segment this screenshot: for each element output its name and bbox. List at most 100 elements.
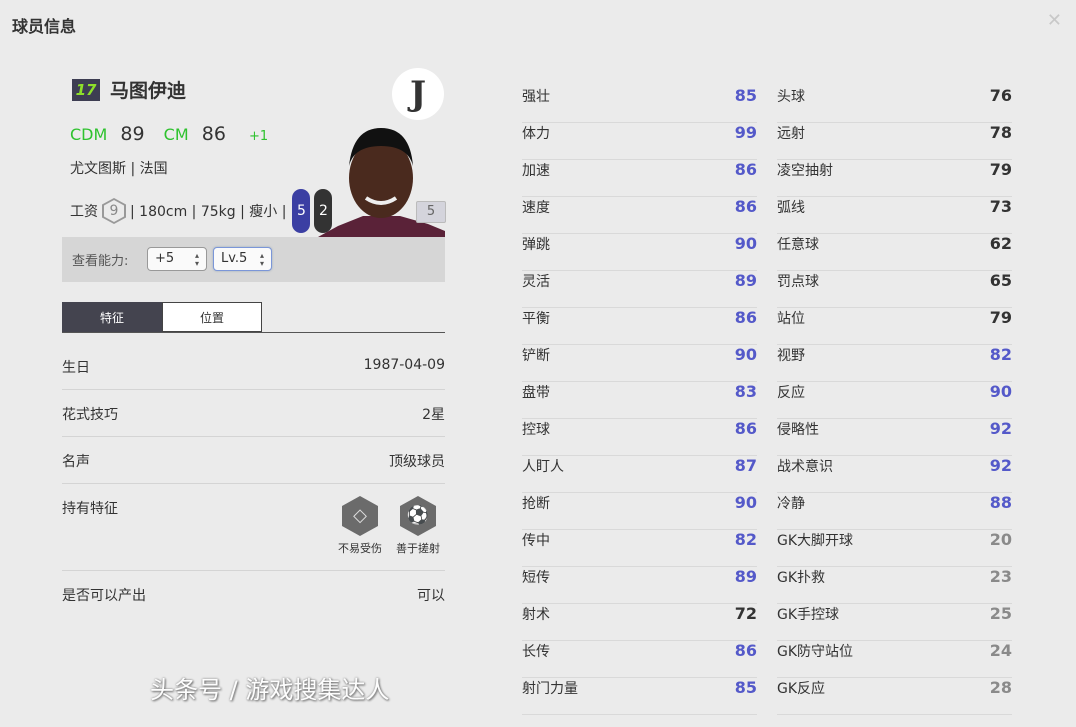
stat-row: 远射 78 (777, 123, 1012, 160)
stat-value: 89 (734, 567, 757, 586)
info-row-birthday: 生日 1987-04-09 (62, 357, 445, 390)
trait-injury-resistant: ◇ 不易受伤 (336, 496, 384, 556)
stat-name: GK防守站位 (777, 644, 854, 660)
info-value: 可以 (417, 588, 445, 604)
stat-name: 人盯人 (522, 459, 564, 475)
stat-name: 控球 (522, 422, 550, 438)
stat-value: 85 (734, 86, 757, 105)
info-row-producible: 是否可以产出 可以 (62, 585, 445, 618)
stat-row: 人盯人 87 (522, 456, 757, 493)
left-foot-icon: 5 (292, 189, 311, 233)
stat-row: 视野 82 (777, 345, 1012, 382)
stat-name: 头球 (777, 89, 805, 105)
stat-row: 侵略性 92 (777, 419, 1012, 456)
stat-row: 弹跳 90 (522, 234, 757, 271)
stat-name: 抢断 (522, 496, 550, 512)
rating-2: 86 (201, 123, 226, 145)
jersey-number: 17 (72, 79, 100, 101)
stat-value: 72 (734, 604, 757, 623)
stat-name: 盘带 (522, 385, 550, 401)
stat-name: 长传 (522, 644, 550, 660)
stat-row: 体力 99 (522, 123, 757, 160)
club-logo: J (392, 68, 444, 120)
stat-name: GK手控球 (777, 607, 840, 623)
right-foot-icon: 2 (314, 189, 333, 233)
stat-value: 24 (989, 641, 1012, 660)
stat-row: 灵活 89 (522, 271, 757, 308)
stat-value: 92 (989, 419, 1012, 438)
stat-row: 头球 76 (777, 86, 1012, 123)
stat-name: 灵活 (522, 274, 550, 290)
stat-row: 抢断 90 (522, 493, 757, 530)
level-select[interactable]: Lv.5 (213, 247, 272, 271)
player-name: 马图伊迪 (110, 80, 187, 102)
stat-value: 86 (734, 419, 757, 438)
stat-row: 平衡 86 (522, 308, 757, 345)
stat-row: 长传 86 (522, 641, 757, 678)
stat-value: 90 (734, 345, 757, 364)
stat-value: 79 (989, 160, 1012, 179)
info-row-reputation: 名声 顶级球员 (62, 451, 445, 484)
stat-name: 弧线 (777, 200, 805, 216)
upgrade-select[interactable]: +5 (147, 247, 207, 271)
stat-name: 短传 (522, 570, 550, 586)
stat-name: 射术 (522, 607, 550, 623)
stat-value: 86 (734, 308, 757, 327)
stat-name: 铲断 (522, 348, 550, 364)
stat-value: 82 (734, 530, 757, 549)
info-value: 2星 (422, 407, 445, 423)
stat-value: 76 (989, 86, 1012, 105)
stat-row: 加速 86 (522, 160, 757, 197)
stat-row: 强壮 85 (522, 86, 757, 123)
rating-plus: +1 (249, 129, 269, 144)
stat-value: 23 (989, 567, 1012, 586)
tab-traits[interactable]: 特征 (62, 302, 162, 332)
info-key: 是否可以产出 (62, 588, 146, 604)
stat-row: 传中 82 (522, 530, 757, 567)
ability-filter-bar: 查看能力: +5 Lv.5 (62, 237, 445, 282)
stat-name: 凌空抽射 (777, 163, 833, 179)
trait-label: 善于搓射 (396, 542, 440, 555)
stat-value: 65 (989, 271, 1012, 290)
position-ratings: CDM 89 CM 86 +1 (70, 123, 268, 145)
position-1: CDM (70, 125, 108, 144)
stat-value: 20 (989, 530, 1012, 549)
trait-label: 不易受伤 (338, 542, 382, 555)
info-key: 花式技巧 (62, 407, 118, 423)
finesse-shot-icon: ⚽ (400, 496, 436, 536)
trait-finesse-shot: ⚽ 善于搓射 (394, 496, 442, 556)
stat-row: 站位 79 (777, 308, 1012, 345)
close-icon[interactable]: ✕ (1046, 10, 1062, 31)
stat-name: 加速 (522, 163, 550, 179)
stat-name: 侵略性 (777, 422, 819, 438)
stat-row: GK防守站位 24 (777, 641, 1012, 678)
stat-value: 87 (734, 456, 757, 475)
stat-value: 83 (734, 382, 757, 401)
stat-name: 任意球 (777, 237, 819, 253)
wage-value: 9 (104, 200, 124, 222)
stat-value: 73 (989, 197, 1012, 216)
tab-positions[interactable]: 位置 (162, 302, 262, 332)
stat-value: 82 (989, 345, 1012, 364)
stat-name: GK扑救 (777, 570, 826, 586)
stat-value: 25 (989, 604, 1012, 623)
stat-value: 86 (734, 160, 757, 179)
watermark: 头条号 / 游戏搜集达人 (150, 676, 390, 704)
stat-row: 控球 86 (522, 419, 757, 456)
stat-name: 强壮 (522, 89, 550, 105)
info-key: 名声 (62, 454, 90, 470)
stat-name: 射门力量 (522, 681, 578, 697)
stat-value: 62 (989, 234, 1012, 253)
stat-row: GK反应 28 (777, 678, 1012, 715)
info-key: 持有特征 (62, 501, 118, 517)
stat-name: 远射 (777, 126, 805, 142)
stat-row: 射门力量 85 (522, 678, 757, 715)
info-value: 顶级球员 (389, 454, 445, 470)
stat-name: 平衡 (522, 311, 550, 327)
dialog-title: 球员信息 (12, 17, 77, 36)
stat-name: 视野 (777, 348, 805, 364)
stat-value: 89 (734, 271, 757, 290)
stat-row: 任意球 62 (777, 234, 1012, 271)
stat-row: 铲断 90 (522, 345, 757, 382)
tab-divider (62, 332, 445, 333)
